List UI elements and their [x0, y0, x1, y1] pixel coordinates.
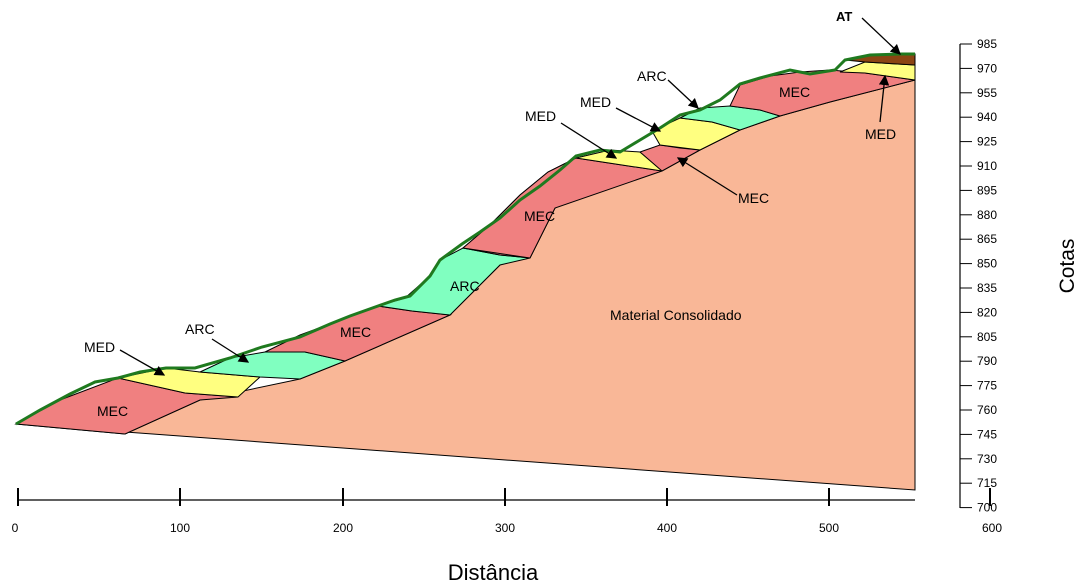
y-tick-label: 730: [977, 452, 997, 466]
arrow-arc-3: [667, 79, 699, 109]
y-tick-label: 985: [977, 37, 997, 51]
label-arc-2: ARC: [450, 278, 480, 294]
med-layer-top: [839, 61, 916, 81]
label-mec-5: MEC: [779, 84, 810, 100]
label-med-1: MED: [84, 339, 115, 355]
y-axis-ticks: [960, 43, 972, 509]
arrow-med-1: [119, 349, 166, 376]
x-axis-title: Distância: [448, 560, 539, 585]
x-tick-100: 100: [170, 521, 190, 535]
y-tick-label: 790: [977, 354, 997, 368]
arrow-mec-4: [676, 157, 738, 196]
y-tick-label: 820: [977, 305, 997, 319]
ground-surface-line: [15, 52, 915, 426]
arrow-med-4: [878, 74, 890, 123]
label-at: AT: [836, 9, 852, 24]
label-mec-3: MEC: [524, 208, 555, 224]
y-tick-label: 880: [977, 208, 997, 222]
x-axis-ticks: [17, 488, 991, 506]
y-tick-label: 775: [977, 379, 997, 393]
label-med-4: MED: [865, 126, 896, 142]
y-tick-label: 715: [977, 476, 997, 490]
label-arc-1: ARC: [185, 321, 215, 337]
y-tick-label: 970: [977, 61, 997, 75]
x-tick-500: 500: [819, 521, 839, 535]
y-tick-label: 850: [977, 257, 997, 271]
y-tick-label: 865: [977, 232, 997, 246]
arrow-at: [861, 17, 901, 55]
label-mec-4: MEC: [738, 190, 769, 206]
x-axis-tick-labels: 0 100 200 300 400 500 600: [12, 521, 1003, 535]
y-axis-tick-labels: 985 970 955 940 925 910 895 880 865 850 835 820 805 7…: [977, 37, 997, 515]
y-tick-label: 760: [977, 403, 997, 417]
arrow-med-2: [560, 122, 618, 159]
label-mec-1: MEC: [97, 403, 128, 419]
x-tick-200: 200: [333, 521, 353, 535]
y-tick-label: 910: [977, 159, 997, 173]
arrow-med-3: [615, 107, 662, 132]
x-tick-400: 400: [657, 521, 677, 535]
label-mec-2: MEC: [340, 324, 371, 340]
label-material-consolidado: Material Consolidado: [610, 307, 742, 323]
y-tick-label: 895: [977, 183, 997, 197]
y-tick-label: 700: [977, 501, 997, 515]
y-tick-label: 805: [977, 330, 997, 344]
arrow-arc-1: [211, 338, 250, 363]
y-tick-label: 745: [977, 427, 997, 441]
label-med-2: MED: [525, 108, 556, 124]
y-tick-label: 925: [977, 135, 997, 149]
x-tick-0: 0: [12, 521, 19, 535]
label-med-3: MED: [580, 94, 611, 110]
y-tick-label: 955: [977, 86, 997, 100]
y-tick-label: 940: [977, 110, 997, 124]
x-tick-600: 600: [982, 521, 1002, 535]
label-arc-3: ARC: [637, 68, 667, 84]
x-tick-300: 300: [495, 521, 515, 535]
y-tick-label: 835: [977, 281, 997, 295]
y-axis-title: Cotas: [1056, 239, 1079, 294]
leader-arrows: [119, 17, 901, 376]
